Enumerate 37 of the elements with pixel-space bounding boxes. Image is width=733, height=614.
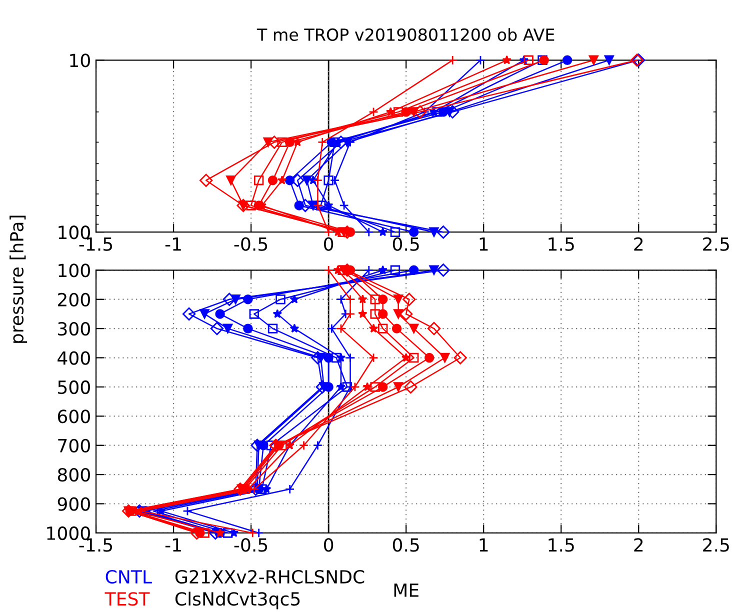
x-tick-label: 2.5 [703,538,729,552]
x-tick-label: -0.5 [234,237,268,251]
x-tick-label: 0.5 [392,538,419,552]
x-tick-label: 0 [324,237,334,251]
y-tick-label: 500 [58,380,90,394]
y-tick-label: 700 [58,438,90,452]
y-tick-label: 1000 [47,526,90,540]
x-tick-label: -1.5 [79,238,112,251]
x-axis-title: ME [394,584,418,597]
x-tick-label: 1 [480,238,488,251]
text: TEST [104,592,150,606]
x-tick-label: 0 [324,538,334,552]
x-tick-label: 2.5 [703,237,729,251]
x-tick-label: -1.5 [79,538,112,552]
y-tick-label: 900 [58,497,90,511]
x-tick-label: -0.5 [234,538,268,552]
text: G21XXv2-RHCLSNDC [175,570,364,584]
x-tick-label: -1 [165,538,181,552]
y-axis-title: pressure [hPa] [10,216,28,343]
y-tick-label: 100 [58,264,90,278]
y-tick-label: 300 [58,322,90,336]
x-tick-label: 1.5 [548,238,574,251]
text: ClsNdCvt3qc5 [175,592,300,610]
x-tick-label: 2 [634,237,643,251]
text: CNTL [106,570,152,584]
x-tick-label: 2 [634,538,643,552]
x-tick-label: 1 [480,538,488,552]
y-tick-label: 100 [58,226,90,240]
x-tick-label: 1.5 [548,538,574,552]
y-tick-label: 400 [58,351,90,365]
y-tick-label: 800 [58,468,90,482]
x-tick-label: 0.5 [392,237,419,251]
y-tick-label: 10 [70,54,90,68]
y-tick-label: 600 [58,410,90,424]
y-tick-label: 200 [58,292,90,306]
x-tick-label: -1 [165,238,181,251]
chart-title: T me TROP v201908011200 ob AVE [256,28,554,41]
